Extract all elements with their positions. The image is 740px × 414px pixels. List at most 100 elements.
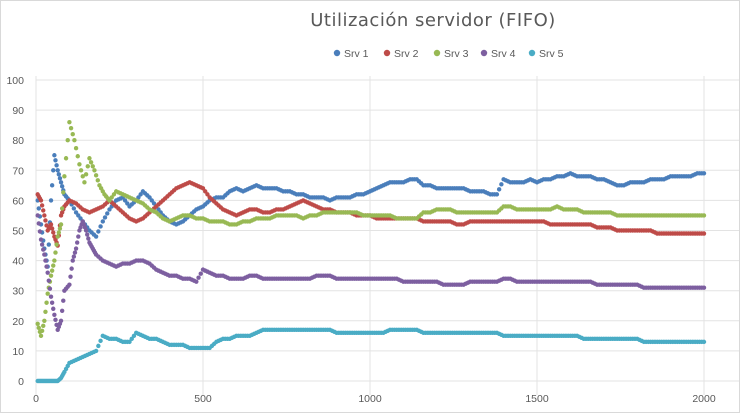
data-point	[58, 222, 64, 227]
data-point	[494, 192, 500, 197]
data-point	[67, 119, 72, 125]
grid-lines	[35, 76, 739, 395]
chart-title: Utilización servidor (FIFO)	[310, 10, 556, 31]
data-point	[63, 156, 69, 161]
data-point	[96, 229, 101, 234]
x-tick-label: 0	[33, 393, 39, 405]
data-point	[53, 158, 58, 163]
data-point	[200, 186, 206, 191]
data-point	[57, 226, 63, 231]
data-point	[72, 250, 78, 255]
y-tick-label: 80	[12, 135, 24, 147]
data-point	[701, 213, 707, 218]
y-tick-label: 20	[12, 316, 24, 328]
data-point	[42, 252, 47, 257]
data-point	[51, 263, 56, 268]
data-point	[102, 215, 108, 220]
data-point	[96, 343, 101, 349]
x-axis-ticks: 0 500 1000 1500 2000	[33, 393, 716, 405]
data-point	[151, 201, 157, 206]
data-point	[73, 210, 79, 215]
data-point	[701, 231, 707, 236]
data-point	[49, 183, 55, 188]
legend-label: Srv 3	[444, 48, 469, 60]
data-point	[49, 268, 55, 273]
data-point	[45, 291, 50, 296]
data-point	[67, 282, 72, 287]
y-tick-label: 10	[12, 346, 24, 358]
data-point	[57, 176, 63, 181]
series-4	[35, 213, 707, 333]
data-point	[87, 156, 92, 161]
data-point	[138, 192, 143, 197]
legend-label: Srv 2	[394, 48, 419, 60]
data-point	[52, 312, 57, 317]
data-point	[86, 236, 91, 241]
data-point	[52, 153, 57, 158]
legend: Srv 1 Srv 2 Srv 3 Srv 4 Srv 5	[333, 48, 564, 60]
data-point	[83, 228, 89, 233]
data-point	[131, 333, 137, 339]
data-point	[70, 131, 75, 137]
data-point	[58, 180, 64, 185]
data-point	[71, 206, 77, 211]
data-point	[107, 207, 112, 212]
data-point	[43, 309, 48, 314]
data-point	[35, 213, 40, 218]
data-point	[39, 203, 45, 208]
y-tick-label: 100	[6, 75, 24, 87]
series-5	[35, 327, 707, 384]
legend-label: Srv 4	[491, 48, 516, 60]
data-point	[203, 189, 208, 194]
data-point	[92, 168, 97, 173]
series-3	[35, 119, 707, 339]
data-point	[39, 242, 45, 247]
data-point	[73, 246, 79, 251]
data-point	[36, 325, 41, 331]
data-point	[90, 164, 95, 169]
data-point	[42, 318, 47, 323]
data-point	[61, 190, 66, 195]
data-point	[701, 339, 707, 345]
data-point	[43, 258, 48, 263]
legend-marker	[528, 49, 536, 57]
data-point	[93, 173, 99, 178]
data-point	[41, 208, 46, 213]
data-point	[37, 229, 43, 234]
data-point	[36, 221, 41, 226]
data-point	[38, 198, 44, 203]
data-point	[72, 138, 77, 143]
data-point	[83, 172, 89, 177]
x-tick-label: 1500	[525, 393, 549, 405]
data-point	[82, 180, 87, 185]
data-point	[68, 274, 73, 279]
data-point	[78, 168, 84, 173]
y-tick-label: 30	[12, 286, 24, 298]
data-point	[44, 300, 49, 305]
data-point	[58, 318, 64, 323]
y-tick-label: 90	[12, 105, 24, 117]
data-point	[85, 232, 90, 237]
legend-marker	[333, 49, 341, 57]
data-point	[48, 273, 54, 278]
data-point	[88, 160, 94, 165]
data-point	[136, 195, 141, 200]
data-point	[52, 258, 57, 263]
data-point	[44, 223, 49, 228]
y-tick-label: 40	[12, 256, 24, 268]
y-tick-label: 0	[18, 376, 24, 388]
data-point	[107, 198, 112, 203]
data-point	[76, 234, 81, 239]
data-point	[39, 328, 45, 334]
data-point	[100, 219, 106, 224]
legend-marker	[383, 49, 391, 57]
data-point	[198, 271, 203, 276]
data-point	[62, 174, 67, 179]
data-point	[48, 222, 54, 227]
data-point	[51, 230, 56, 235]
data-point	[98, 224, 103, 229]
series-2	[35, 180, 707, 248]
data-point	[56, 172, 62, 177]
data-point	[129, 336, 134, 342]
data-point	[49, 226, 55, 231]
